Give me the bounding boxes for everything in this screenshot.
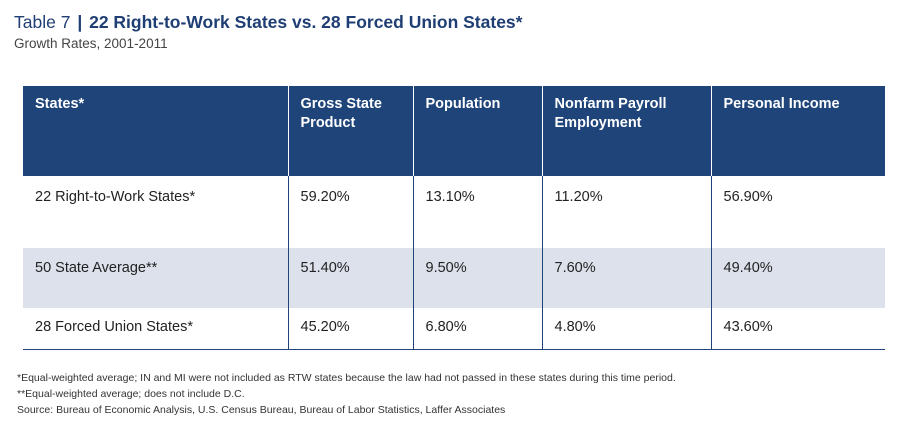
cell-gross-state-product: 51.40% (287, 248, 413, 308)
footnotes: *Equal-weighted average; IN and MI were … (17, 370, 676, 418)
cell-personal-income: 43.60% (710, 308, 885, 349)
header-gross-state-product: Gross State Product (287, 86, 413, 176)
header-row: States* Gross State Product Population N… (23, 86, 885, 176)
cell-population: 6.80% (412, 308, 542, 349)
footnote-rtw: *Equal-weighted average; IN and MI were … (17, 372, 676, 384)
table-subtitle: Growth Rates, 2001-2011 (14, 36, 168, 51)
header-personal-income: Personal Income (710, 86, 885, 176)
cell-gross-state-product: 59.20% (287, 176, 413, 248)
growth-rates-table: States* Gross State Product Population N… (23, 86, 885, 350)
cell-nonfarm-payroll-employment: 11.20% (541, 176, 711, 248)
table-row: 50 State Average** 51.40% 9.50% 7.60% 49… (23, 248, 885, 308)
cell-population: 13.10% (412, 176, 542, 248)
table-row: 28 Forced Union States* 45.20% 6.80% 4.8… (23, 308, 885, 349)
cell-personal-income: 49.40% (710, 248, 885, 308)
cell-nonfarm-payroll-employment: 7.60% (541, 248, 711, 308)
cell-nonfarm-payroll-employment: 4.80% (541, 308, 711, 349)
table-row: 22 Right-to-Work States* 59.20% 13.10% 1… (23, 176, 885, 248)
header-population: Population (412, 86, 542, 176)
footnote-average: **Equal-weighted average; does not inclu… (17, 388, 245, 400)
cell-gross-state-product: 45.20% (287, 308, 413, 349)
table-title-text: 22 Right-to-Work States vs. 28 Forced Un… (89, 12, 523, 32)
title-separator: | (77, 12, 83, 32)
cell-personal-income: 56.90% (710, 176, 885, 248)
cell-population: 9.50% (412, 248, 542, 308)
row-label: 50 State Average** (23, 248, 288, 308)
header-states: States* (23, 86, 288, 176)
row-label: 28 Forced Union States* (23, 308, 288, 349)
row-label: 22 Right-to-Work States* (23, 176, 288, 248)
table-title: Table 7 | 22 Right-to-Work States vs. 28… (14, 12, 522, 33)
source-note: Source: Bureau of Economic Analysis, U.S… (17, 404, 506, 416)
table-number: Table 7 (14, 12, 71, 32)
header-nonfarm-payroll-employment: Nonfarm Payroll Employment (541, 86, 711, 176)
